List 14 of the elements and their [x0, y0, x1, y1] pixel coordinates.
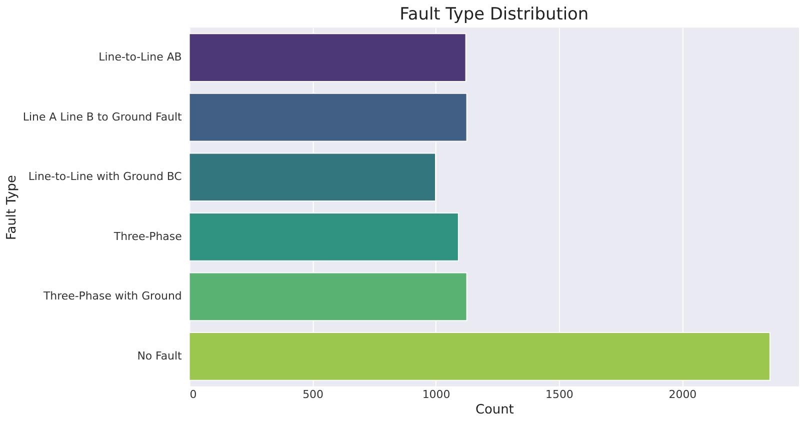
x-axis-title: Count: [475, 402, 514, 418]
y-tick-label: Three-Phase with Ground: [42, 290, 182, 303]
x-tick-label: 1000: [422, 388, 450, 401]
x-tick-label: 1500: [546, 388, 574, 401]
y-tick-label: Three-Phase: [112, 230, 182, 243]
y-axis-title: Fault Type: [4, 175, 20, 240]
y-tick-label: Line-to-Line AB: [98, 50, 182, 64]
x-tick-label: 2000: [668, 388, 697, 401]
chart-title: Fault Type Distribution: [400, 4, 589, 24]
x-tick-label: 0: [190, 388, 197, 401]
y-tick-label: No Fault: [137, 349, 183, 362]
x-tick-label: 500: [302, 388, 324, 401]
y-tick-label: Line A Line B to Ground Fault: [22, 110, 183, 124]
y-tick-label: Line-to-Line with Ground BC: [28, 170, 182, 184]
